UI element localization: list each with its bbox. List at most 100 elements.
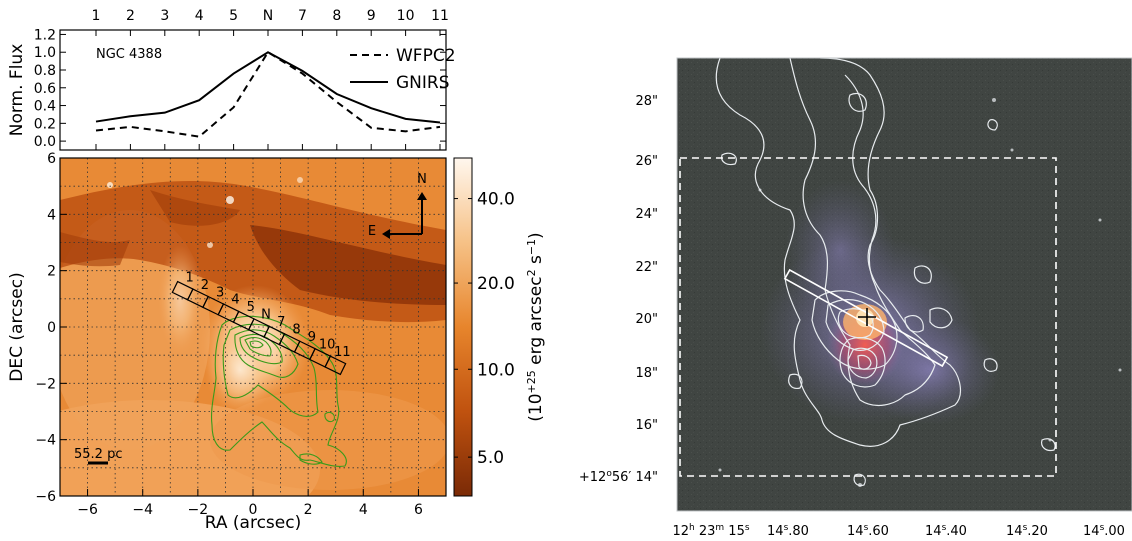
flux-plot-series [95, 50, 441, 138]
flux-map-x-label: RA (arcsec) [205, 513, 301, 533]
composite-contours [715, 58, 1056, 487]
slit-label: 8 [292, 323, 300, 338]
composite-y-tick-label: 16" [635, 418, 658, 433]
flux-map-y-label: DEC (arcsec) [7, 272, 27, 381]
flux-map-x-ticks: −6 −4 −2 0 2 4 6 [77, 489, 423, 518]
colorbar-tick-label: 40.0 [477, 190, 515, 210]
flux-plot-y-ticks: 0.0 0.20.4 0.6 0.8 1.0 1.2 [34, 27, 446, 150]
slit-label: 5 [247, 300, 255, 315]
slit-label: 10 [319, 337, 336, 352]
slit-label: 9 [308, 330, 316, 345]
legend-label-wfpc2: WFPC2 [396, 46, 456, 66]
composite-y-tick-label: 18" [635, 366, 658, 381]
composite-x-tick-label: 14s.20 [1006, 523, 1048, 539]
flux-y-tick-label: 0.2 [34, 116, 56, 132]
field-of-view-box [679, 157, 1057, 477]
flux-plot-frame [59, 29, 447, 151]
composite-slit [783, 268, 949, 368]
map-y-tick-label: 6 [47, 151, 56, 167]
composite-image-panel: 28" 26" 24" 22" 20" 18" 16" +12o56′ 14" 12h 23m… [579, 57, 1132, 539]
slit-label: 2 [201, 278, 209, 293]
colorbar-ticks: 40.0 20.0 10.0 5.0 [454, 190, 515, 468]
map-x-tick-label: −6 [77, 502, 98, 518]
composite-image-frame [676, 57, 1132, 512]
composite-x-tick-label: 14s.00 [1083, 523, 1125, 539]
slit-label: 11 [334, 345, 351, 360]
composite-image [677, 58, 1132, 511]
composite-x-tick-label: 14s.40 [925, 523, 967, 539]
composite-x-tick-label: 14s.80 [767, 523, 809, 539]
compass-north-label: N [417, 172, 427, 187]
slit-label: 3 [216, 285, 224, 300]
flux-x-tick-label: 10 [397, 8, 415, 24]
composite-y-ticks: 28" 26" 24" 22" 20" 18" 16" +12o56′ 14" [579, 94, 658, 485]
flux-y-tick-label: 1.0 [34, 45, 56, 61]
flux-x-tick-label: 4 [195, 8, 204, 24]
composite-x-ticks: 12h 23m 15s 14s.80 14s.60 14s.40 14s.20 14s.0… [672, 523, 1125, 539]
flux-y-tick-label: 0.4 [34, 99, 56, 115]
map-y-tick-label: 4 [47, 207, 56, 223]
galaxy-name-annotation: NGC 4388 [96, 47, 162, 62]
composite-y-tick-label: 28" [635, 94, 658, 109]
flux-y-tick-label: 1.2 [34, 27, 56, 43]
map-y-tick-label: 0 [47, 320, 56, 336]
slit-label: N [261, 308, 271, 323]
scale-bar: 55.2 pc [74, 447, 122, 465]
slit-boxes [171, 280, 347, 376]
colorbar-tick-label: 10.0 [477, 360, 515, 380]
composite-y-tick-label: 24" [635, 207, 658, 222]
radio-contours [211, 315, 347, 467]
flux-x-tick-label: 2 [126, 8, 135, 24]
map-x-tick-label: −2 [188, 502, 209, 518]
map-x-tick-label: −4 [132, 502, 153, 518]
map-y-tick-label: −4 [35, 433, 56, 449]
composite-x-tick-label: 12h 23m 15s [672, 523, 749, 539]
composite-y-tick-label: 20" [635, 312, 658, 327]
map-x-tick-label: 6 [414, 502, 423, 518]
composite-x-tick-label: 14s.60 [847, 523, 889, 539]
map-x-tick-label: 4 [359, 502, 368, 518]
flux-y-tick-label: 0.8 [34, 63, 56, 79]
flux-plot-legend: WFPC2 GNIRS [350, 46, 456, 93]
map-y-tick-label: −2 [35, 376, 56, 392]
map-x-tick-label: 0 [249, 502, 258, 518]
composite-y-tick-label: 22" [635, 260, 658, 275]
flux-plot-y-label: Norm. Flux [7, 44, 27, 137]
flux-map-grid [60, 158, 446, 496]
flux-x-tick-label: 8 [332, 8, 341, 24]
compass: N E [368, 172, 427, 239]
legend-label-gnirs: GNIRS [396, 73, 450, 93]
slit-label: 1 [186, 270, 194, 285]
flux-x-tick-label: 5 [229, 8, 238, 24]
series-line-gnirs [95, 51, 441, 124]
flux-x-tick-label: 9 [367, 8, 376, 24]
colorbar: 40.0 20.0 10.0 5.0 (10+25 erg arcsec2 s−1) [453, 157, 546, 497]
colorbar-tick-label: 20.0 [477, 274, 515, 294]
map-y-tick-label: −6 [35, 489, 56, 505]
flux-x-tick-label: 7 [298, 8, 307, 24]
map-x-tick-label: 2 [304, 502, 313, 518]
flux-map-y-ticks: −6 −4 −2 0 2 4 6 [35, 151, 67, 505]
map-y-tick-label: 2 [47, 264, 56, 280]
flux-y-tick-label: 0.6 [34, 81, 56, 97]
slit-label: 7 [277, 315, 285, 330]
flux-plot-x-ticks: 1 2 3 4 5 N 7 8 9 10 11 [92, 8, 449, 150]
slit-box [324, 355, 347, 376]
flux-map-image [60, 158, 446, 496]
flux-x-tick-label: 3 [160, 8, 169, 24]
flux-profile-plot: 1 2 3 4 5 N 7 8 9 10 11 0.0 0.20.4 0.6 0.8 1.0 1.2 NGC … [7, 8, 456, 151]
flux-x-tick-label: 1 [92, 8, 101, 24]
series-line-wfpc2 [95, 50, 441, 138]
colorbar-gradient [453, 157, 473, 497]
flux-x-tick-label: N [263, 8, 273, 24]
composite-y-tick-label-last: +12o56′ 14" [579, 469, 658, 485]
composite-y-tick-label: 26" [635, 154, 658, 169]
flux-y-tick-label: 0.0 [34, 134, 56, 150]
nucleus-cross [858, 308, 876, 326]
colorbar-label: (10+25 erg arcsec2 s−1) [525, 232, 546, 421]
flux-x-tick-label: 11 [431, 8, 449, 24]
scale-bar-label: 55.2 pc [74, 447, 122, 462]
